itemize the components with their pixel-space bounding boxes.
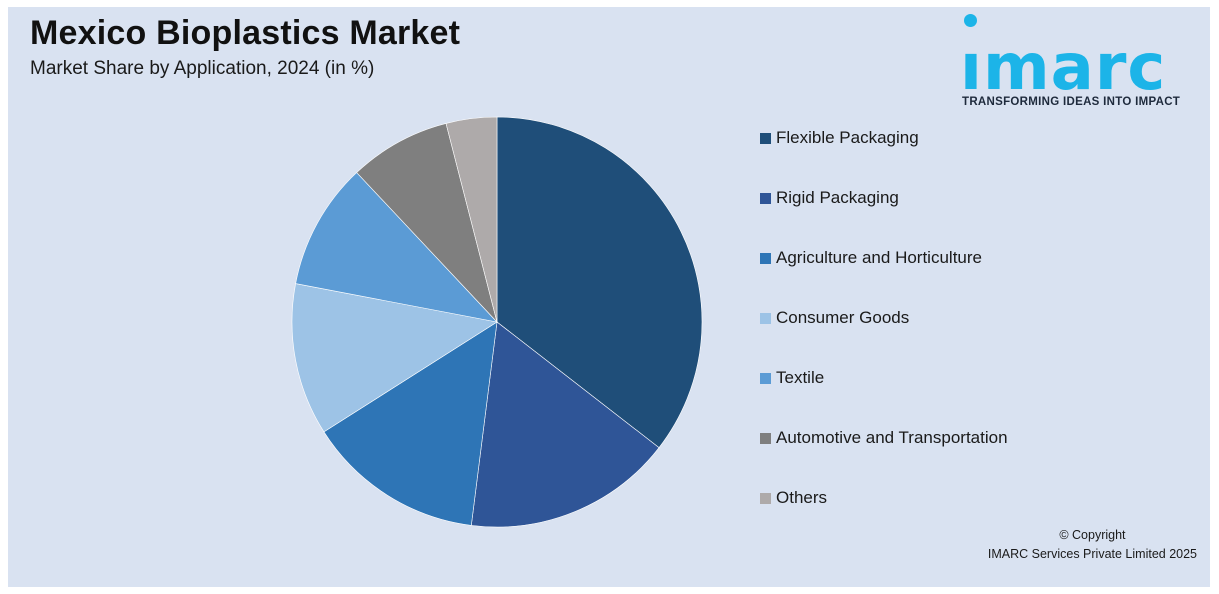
page-title: Mexico Bioplastics Market [30,14,461,52]
pie-slice-rigid-packaging [470,321,660,528]
legend-label-consumer-goods: Consumer Goods [776,308,910,327]
copyright-notice: © Copyright IMARC Services Private Limit… [988,526,1197,564]
legend-swatch-others [760,493,771,504]
legend-swatch-rigid-packaging [760,193,771,204]
legend-item-flexible-packaging: Flexible Packaging [760,125,1060,185]
pie-slice-flexible-packaging [496,116,703,449]
legend-item-textile: Textile [760,365,1060,425]
legend-swatch-agriculture-and-horticulture [760,253,771,264]
legend-swatch-consumer-goods [760,313,771,324]
legend-item-automotive-and-transportation: Automotive and Transportation [760,425,1060,485]
chart-subtitle: Market Share by Application, 2024 (in %) [30,58,375,79]
legend-label-textile: Textile [776,368,825,387]
pie-slice-agriculture-and-horticulture [323,321,498,526]
pie-slice-textile [295,172,498,323]
legend-label-others: Others [776,488,828,507]
pie-slice-consumer-goods [291,283,498,433]
logo-tagline: TRANSFORMING IDEAS INTO IMPACT [962,96,1181,108]
legend-item-agriculture-and-horticulture: Agriculture and Horticulture [760,245,1060,305]
copyright-line-1: © Copyright [1059,528,1126,542]
chart-legend: Flexible Packaging Rigid Packaging Agricul… [760,125,1060,545]
logo-dot-icon [964,14,977,27]
legend-label-automotive-and-transportation: Automotive and Transportation [776,428,1008,447]
logo-wordmark: ımarc [960,31,1167,105]
legend-swatch-flexible-packaging [760,133,771,144]
imarc-logo: ımarc TRANSFORMING IDEAS INTO IMPACT [960,12,1190,112]
legend-swatch-textile [760,373,771,384]
legend-label-rigid-packaging: Rigid Packaging [776,188,899,207]
pie-slice-others [445,116,498,323]
legend-item-others: Others [760,485,1060,545]
pie-slice-automotive-and-transportation [356,123,498,323]
legend-label-flexible-packaging: Flexible Packaging [776,128,919,147]
copyright-line-2: IMARC Services Private Limited 2025 [987,547,1197,561]
legend-label-agriculture-and-horticulture: Agriculture and Horticulture [776,248,982,267]
legend-item-consumer-goods: Consumer Goods [760,305,1060,365]
legend-swatch-automotive-and-transportation [760,433,771,444]
legend-item-rigid-packaging: Rigid Packaging [760,185,1060,245]
